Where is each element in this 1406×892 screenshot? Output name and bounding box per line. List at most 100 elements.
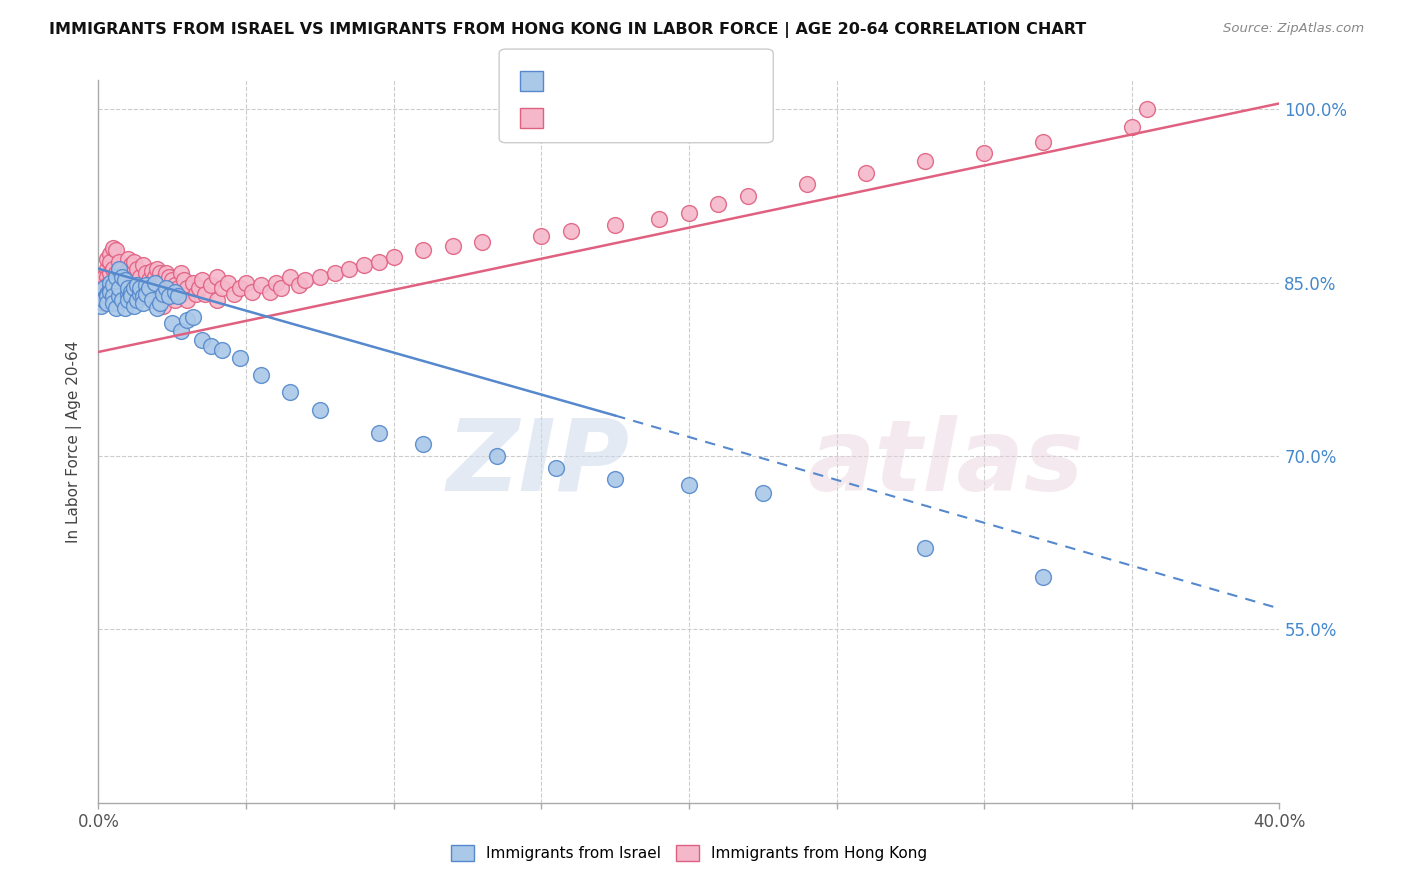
Point xyxy=(368,425,391,440)
Point xyxy=(105,266,128,280)
Point xyxy=(796,178,818,192)
Point xyxy=(152,273,174,287)
Point xyxy=(122,281,145,295)
Point xyxy=(143,269,166,284)
Point xyxy=(217,276,239,290)
Point xyxy=(125,287,148,301)
Point xyxy=(117,287,139,301)
Point xyxy=(441,238,464,252)
Point xyxy=(200,277,222,292)
Point xyxy=(194,287,217,301)
Point xyxy=(157,289,180,303)
Point xyxy=(146,277,169,292)
Point xyxy=(120,285,142,299)
Point xyxy=(143,289,166,303)
Point xyxy=(486,449,509,463)
Point xyxy=(200,339,222,353)
Point xyxy=(353,258,375,272)
Point xyxy=(138,289,160,303)
Point xyxy=(1136,102,1159,116)
Point xyxy=(167,289,190,303)
Point xyxy=(96,252,118,267)
Point xyxy=(98,285,121,299)
Point xyxy=(96,277,118,292)
Point xyxy=(125,293,148,307)
Point xyxy=(678,478,700,492)
Point xyxy=(93,281,115,295)
Point xyxy=(98,254,121,268)
Point xyxy=(117,293,139,307)
Point xyxy=(90,281,112,295)
Point xyxy=(117,252,139,267)
Point xyxy=(264,276,287,290)
Point xyxy=(132,258,155,272)
Point xyxy=(605,218,627,232)
Point xyxy=(146,261,169,276)
Point xyxy=(98,276,121,290)
Point xyxy=(141,264,163,278)
Point xyxy=(96,287,118,301)
Point xyxy=(108,261,131,276)
Point xyxy=(184,287,207,301)
Point xyxy=(155,285,177,299)
Point xyxy=(138,273,160,287)
Point xyxy=(117,285,139,299)
Point xyxy=(149,296,172,310)
Point xyxy=(229,281,252,295)
Point xyxy=(707,197,730,211)
Point xyxy=(187,281,209,295)
Point xyxy=(120,273,142,287)
Point xyxy=(546,460,568,475)
Point xyxy=(141,285,163,299)
Point xyxy=(211,343,233,357)
Point xyxy=(176,293,198,307)
Point xyxy=(105,244,128,258)
Point xyxy=(162,289,183,303)
Point xyxy=(176,312,198,326)
Point xyxy=(114,289,136,303)
Point xyxy=(165,285,187,299)
Point xyxy=(128,287,150,301)
Point xyxy=(149,266,172,280)
Point xyxy=(103,277,125,292)
Point xyxy=(125,261,148,276)
Point xyxy=(96,289,118,303)
Point xyxy=(250,368,273,382)
Point xyxy=(114,301,136,315)
Point xyxy=(108,269,131,284)
Point xyxy=(605,472,627,486)
Point xyxy=(280,385,302,400)
Point xyxy=(103,241,125,255)
Point xyxy=(117,281,139,295)
Point xyxy=(93,293,115,307)
Point xyxy=(117,269,139,284)
Text: IMMIGRANTS FROM ISRAEL VS IMMIGRANTS FROM HONG KONG IN LABOR FORCE | AGE 20-64 C: IMMIGRANTS FROM ISRAEL VS IMMIGRANTS FRO… xyxy=(49,22,1087,38)
Point xyxy=(678,206,700,220)
Point xyxy=(90,299,112,313)
Point xyxy=(103,289,125,303)
Point xyxy=(114,281,136,295)
Point xyxy=(155,266,177,280)
Y-axis label: In Labor Force | Age 20-64: In Labor Force | Age 20-64 xyxy=(66,341,83,542)
Text: Source: ZipAtlas.com: Source: ZipAtlas.com xyxy=(1223,22,1364,36)
Point xyxy=(294,273,316,287)
Point xyxy=(122,299,145,313)
Point xyxy=(111,261,134,276)
Text: ZIP: ZIP xyxy=(447,415,630,512)
Point xyxy=(141,293,163,307)
Point xyxy=(125,277,148,292)
Point xyxy=(229,351,252,365)
Point xyxy=(181,310,204,325)
Point xyxy=(1032,135,1054,149)
Point xyxy=(471,235,494,249)
Point xyxy=(250,277,273,292)
Point xyxy=(93,296,115,310)
Point xyxy=(90,289,112,303)
Point xyxy=(224,287,246,301)
Point xyxy=(105,287,128,301)
Point xyxy=(162,316,183,330)
Point xyxy=(103,296,125,310)
Point xyxy=(855,166,877,180)
Point xyxy=(108,281,131,295)
Point xyxy=(530,229,553,244)
